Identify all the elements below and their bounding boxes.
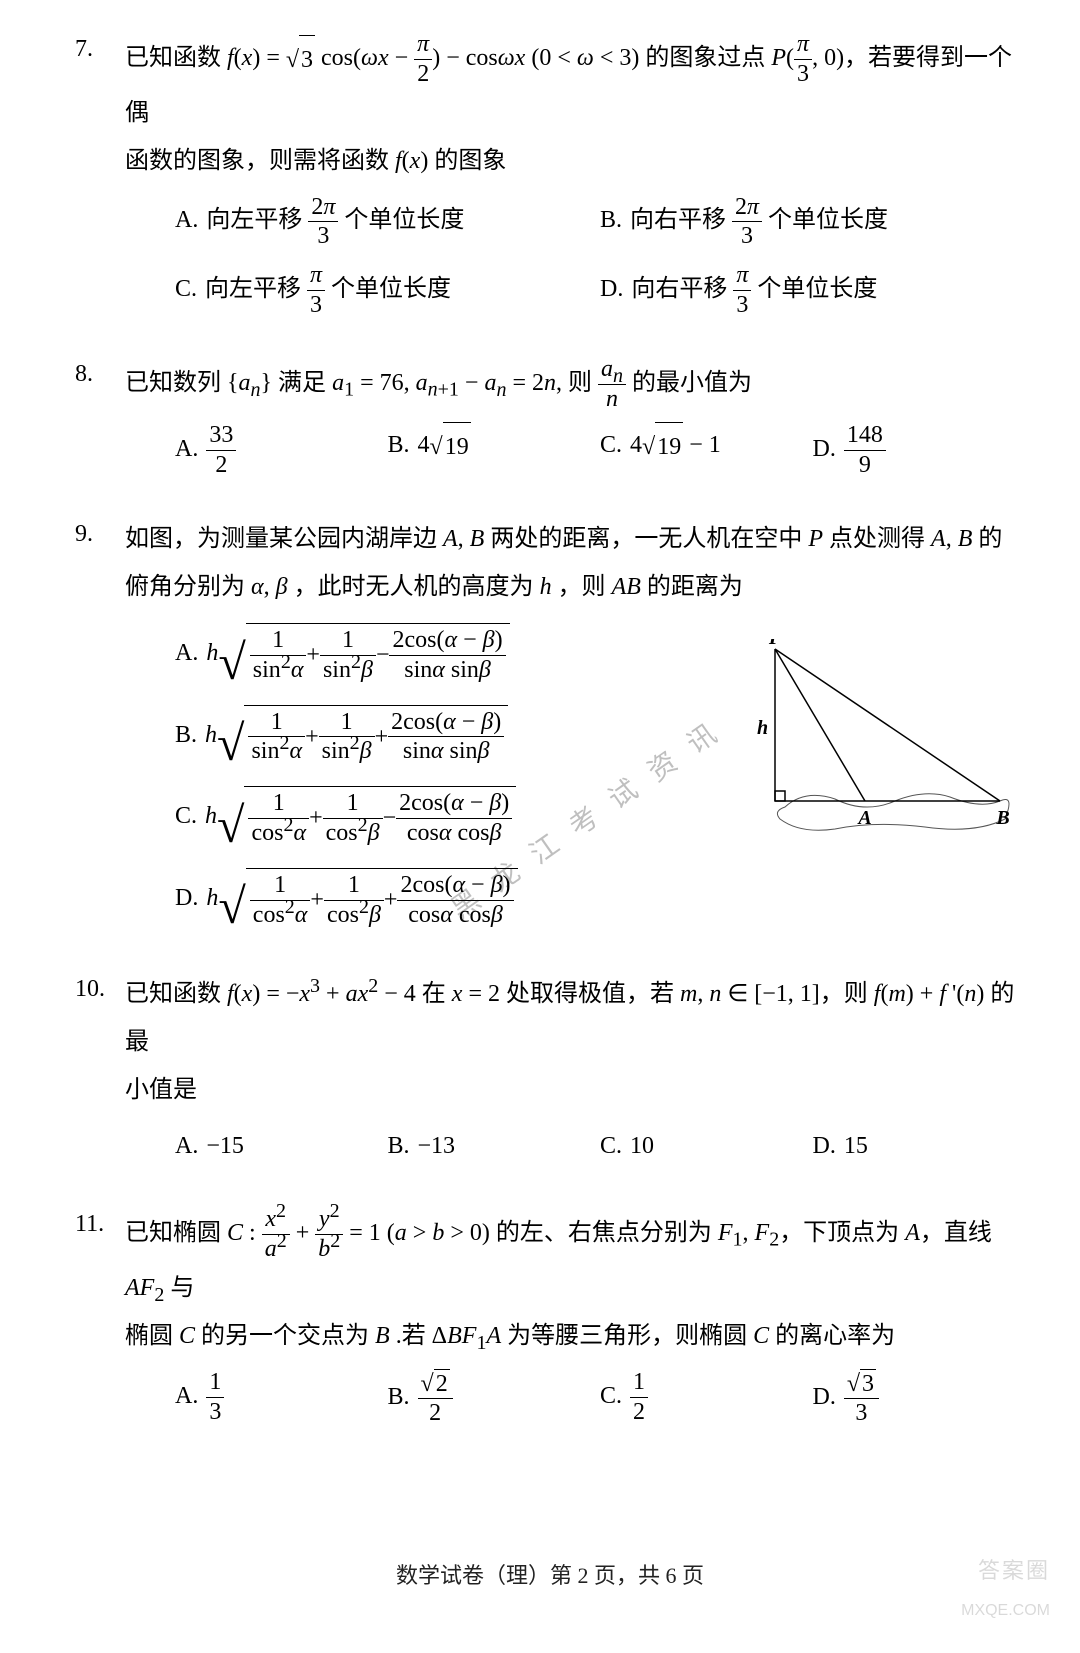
geometry-figure: P h A B — [725, 639, 1015, 851]
option-d: D.33 — [813, 1368, 1026, 1428]
question-options: A.332 B.419 C.419 − 1 D.1489 — [125, 421, 1025, 490]
question-number: 7. — [75, 30, 125, 330]
svg-text:B: B — [995, 807, 1009, 829]
option-b: B.h√1sin2α + 1sin2β + 2cos(α − β)sinα si… — [175, 701, 695, 773]
watermark-url: MXQE.COM — [961, 1598, 1050, 1624]
question-8: 8. 已知数列 {an} 满足 a1 = 76, an+1 − an = 2n,… — [75, 355, 1025, 490]
question-10: 10. 已知函数 f(x) = −x3 + ax2 − 4 在 x = 2 处取… — [75, 970, 1025, 1180]
option-a: A.13 — [175, 1368, 388, 1428]
watermark-brand: 答案圈 — [978, 1553, 1050, 1588]
option-c: C.12 — [600, 1368, 813, 1428]
option-d: D.15 — [813, 1122, 1026, 1170]
option-b: B.向右平移 2π3 个单位长度 — [600, 193, 1025, 252]
option-c: C.10 — [600, 1122, 813, 1170]
question-options: A.h√1sin2α + 1sin2β − 2cos(α − β)sinα si… — [125, 619, 695, 945]
question-stem: 已知函数 f(x) = 3 cos(ωx − π2) − cosωx (0 < … — [125, 30, 1025, 185]
option-a: A.向左平移 2π3 个单位长度 — [175, 193, 600, 252]
option-c: C.h√1cos2α + 1cos2β − 2cos(α − β)cosα co… — [175, 782, 695, 854]
option-c: C.419 − 1 — [600, 421, 813, 480]
question-options: A.−15 B.−13 C.10 D.15 — [125, 1122, 1025, 1180]
option-d: D.h√1cos2α + 1cos2β + 2cos(α − β)cosα co… — [175, 864, 695, 936]
svg-text:A: A — [856, 807, 871, 829]
question-number: 9. — [75, 515, 125, 945]
question-stem: 如图，为测量某公园内湖岸边 A, B 两处的距离，一无人机在空中 P 点处测得 … — [125, 515, 1025, 611]
question-11: 11. 已知椭圆 C : x2a2 + y2b2 = 1 (a > b > 0)… — [75, 1205, 1025, 1438]
question-options: A.13 B.22 C.12 D.33 — [125, 1368, 1025, 1438]
svg-text:h: h — [757, 717, 768, 739]
option-a: A.332 — [175, 421, 388, 480]
question-number: 11. — [75, 1205, 125, 1438]
option-b: B.22 — [388, 1368, 601, 1428]
option-a: A.h√1sin2α + 1sin2β − 2cos(α − β)sinα si… — [175, 619, 695, 691]
option-d: D.1489 — [813, 421, 1026, 480]
option-a: A.−15 — [175, 1122, 388, 1170]
option-b: B.419 — [388, 421, 601, 480]
question-9: 9. 如图，为测量某公园内湖岸边 A, B 两处的距离，一无人机在空中 P 点处… — [75, 515, 1025, 945]
question-options: A.向左平移 2π3 个单位长度 B.向右平移 2π3 个单位长度 C.向左平移… — [125, 193, 1025, 330]
option-b: B.−13 — [388, 1122, 601, 1170]
question-7: 7. 已知函数 f(x) = 3 cos(ωx − π2) − cosωx (0… — [75, 30, 1025, 330]
question-stem: 已知函数 f(x) = −x3 + ax2 − 4 在 x = 2 处取得极值，… — [125, 970, 1025, 1114]
page-footer: 数学试卷（理）第 2 页，共 6 页 — [75, 1558, 1025, 1613]
option-c: C.向左平移 π3 个单位长度 — [175, 261, 600, 320]
svg-text:P: P — [768, 639, 782, 649]
exam-page: 7. 已知函数 f(x) = 3 cos(ωx − π2) − cosωx (0… — [0, 0, 1080, 1643]
question-number: 8. — [75, 355, 125, 490]
question-stem: 已知椭圆 C : x2a2 + y2b2 = 1 (a > b > 0) 的左、… — [125, 1205, 1025, 1360]
option-d: D.向右平移 π3 个单位长度 — [600, 261, 1025, 320]
question-number: 10. — [75, 970, 125, 1180]
question-stem: 已知数列 {an} 满足 a1 = 76, an+1 − an = 2n, 则 … — [125, 355, 1025, 414]
